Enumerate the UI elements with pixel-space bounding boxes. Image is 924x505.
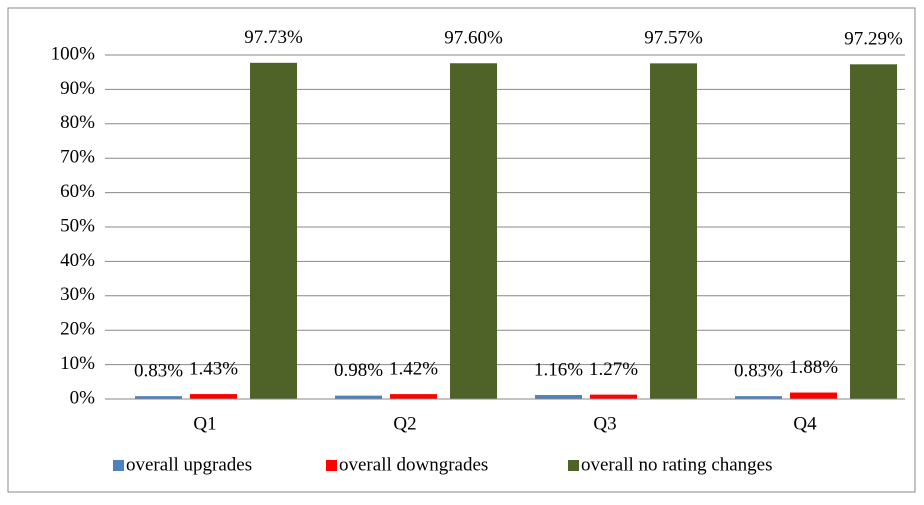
bar (135, 396, 182, 399)
bar (450, 63, 497, 399)
y-tick-label: 40% (60, 250, 95, 271)
value-label: 97.73% (244, 27, 303, 48)
legend-label: overall downgrades (339, 454, 488, 475)
y-tick-label: 100% (51, 43, 96, 64)
value-label: 0.83% (734, 361, 783, 382)
value-label: 0.83% (134, 361, 183, 382)
y-tick-label: 30% (60, 284, 95, 305)
value-label: 0.98% (334, 360, 383, 381)
legend-label: overall upgrades (126, 454, 252, 475)
x-tick-label: Q2 (393, 413, 416, 434)
value-label: 97.29% (844, 29, 903, 50)
value-label: 1.16% (534, 359, 583, 380)
value-label: 1.43% (189, 358, 238, 379)
bar (250, 62, 297, 399)
y-tick-label: 10% (60, 353, 95, 374)
bar (335, 395, 382, 399)
bar (390, 394, 437, 399)
value-label: 1.42% (389, 358, 438, 379)
bar (790, 392, 837, 399)
x-tick-label: Q1 (193, 413, 216, 434)
bar (850, 64, 897, 400)
y-tick-label: 70% (60, 147, 95, 168)
bar (190, 394, 237, 399)
y-tick-label: 60% (60, 181, 95, 202)
y-tick-label: 80% (60, 112, 95, 133)
y-tick-label: 20% (60, 319, 95, 340)
legend-swatch (113, 460, 124, 471)
bar (650, 63, 697, 400)
legend-swatch (568, 460, 579, 471)
legend-label: overall no rating changes (581, 454, 773, 475)
legend-swatch (326, 460, 337, 471)
value-label: 1.88% (789, 357, 838, 378)
x-tick-label: Q4 (793, 413, 817, 434)
value-label: 97.57% (644, 28, 703, 49)
y-tick-label: 90% (60, 78, 95, 99)
bar (590, 394, 637, 399)
bar (735, 396, 782, 399)
value-label: 1.27% (589, 359, 638, 380)
y-tick-label: 50% (60, 215, 95, 236)
value-label: 97.60% (444, 28, 503, 49)
y-tick-label: 0% (70, 387, 96, 408)
bar (535, 395, 582, 399)
x-tick-label: Q3 (593, 413, 616, 434)
